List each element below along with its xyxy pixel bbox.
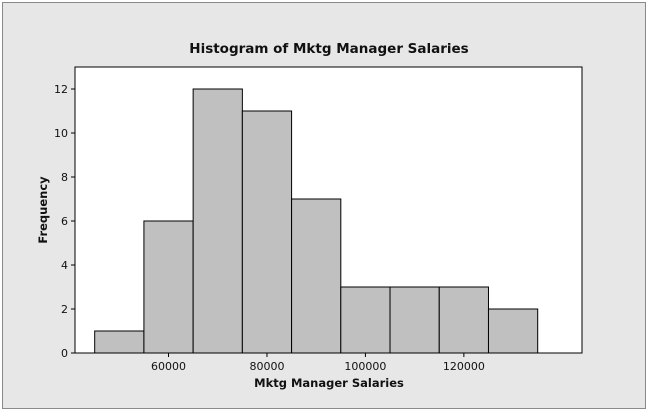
y-tick-label: 0 [61,347,68,360]
x-tick-label: 80000 [249,360,284,373]
y-tick-label: 2 [61,303,68,316]
bars-group [94,88,539,354]
histogram-bar-2 [143,220,194,354]
y-tick-label: 4 [61,259,68,272]
x-axis-label: Mktg Manager Salaries [254,376,404,390]
histogram-bar-4 [241,110,293,354]
y-tick-label: 6 [61,215,68,228]
x-axis: 60000 80000 100000 120000 [151,353,485,373]
y-axis: 0 2 4 6 8 10 12 [54,83,75,360]
x-tick-label: 60000 [151,360,186,373]
histogram-bar-5 [291,198,342,354]
histogram-bar-6 [340,286,391,354]
histogram-bar-3 [192,88,243,354]
y-tick-label: 8 [61,171,68,184]
histogram-bar-7 [389,286,440,354]
histogram-bar-9 [487,308,539,354]
y-axis-label: Frequency [36,176,50,244]
y-tick-label: 12 [54,83,68,96]
chart-title: Histogram of Mktg Manager Salaries [189,41,468,57]
histogram-bar-1 [94,330,145,354]
histogram-bar-8 [438,286,489,354]
x-tick-label: 100000 [344,360,386,373]
y-tick-label: 10 [54,127,68,140]
x-tick-label: 120000 [443,360,485,373]
